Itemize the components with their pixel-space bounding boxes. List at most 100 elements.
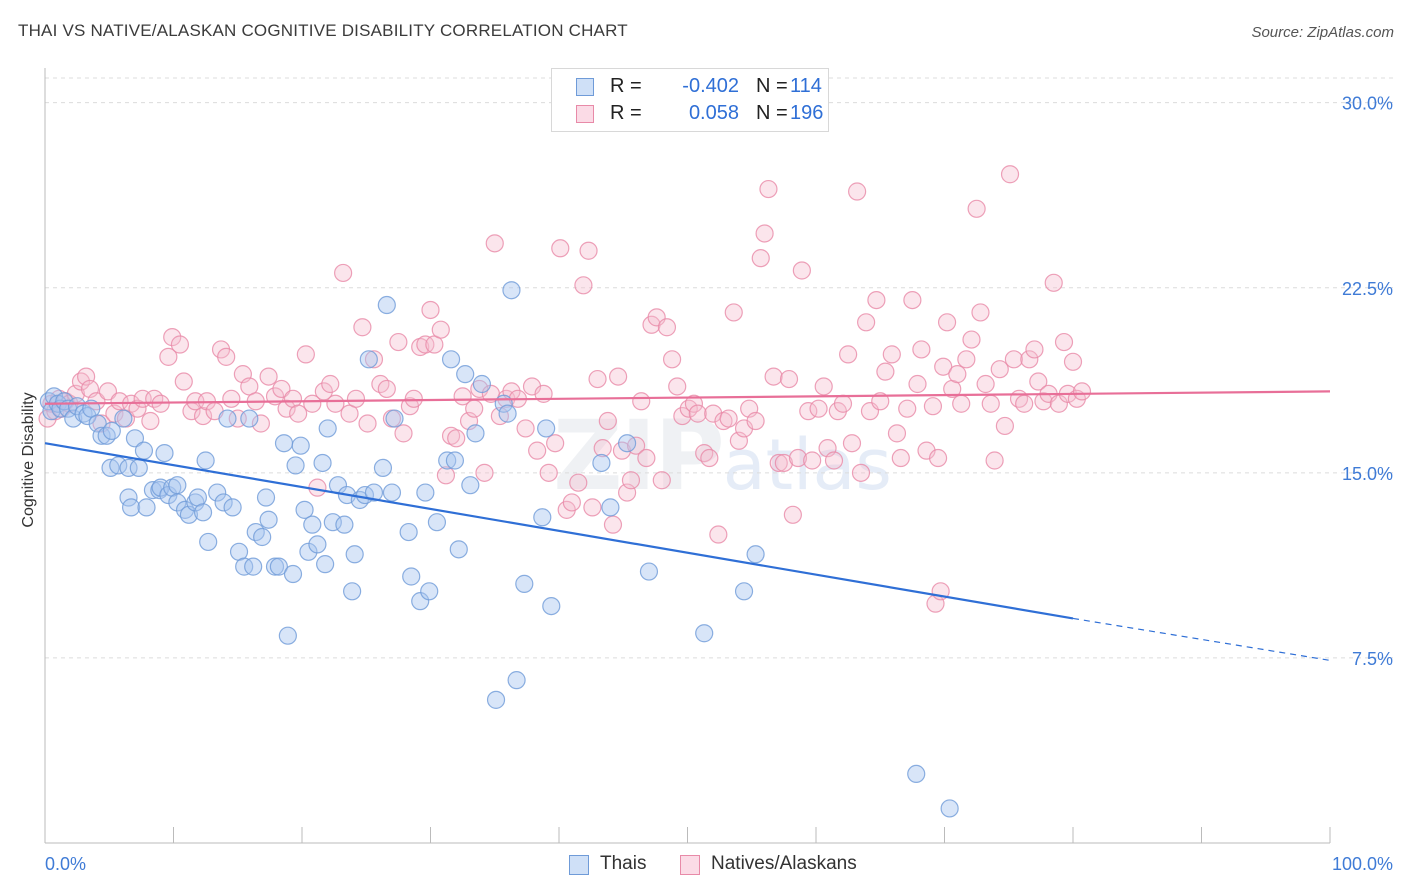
series-legend: Thais Natives/Alaskans [0,852,1406,878]
thais-point [223,498,242,517]
natives-point [326,394,345,413]
thais-point [466,424,485,443]
natives-point [569,473,588,492]
natives-point [679,399,698,418]
natives-point [934,357,953,376]
y-tick-label: 22.5% [1342,279,1393,299]
natives-point [876,362,895,381]
legend-swatch-thais [569,855,589,875]
thais-point [533,508,552,527]
natives-point [1072,382,1092,401]
natives-point [289,404,308,423]
thais-point [364,483,384,502]
thais-point [416,483,435,502]
thais-point [240,409,259,428]
thais-point [618,434,637,453]
thais-point [445,451,465,470]
legend-r-value: -0.402 [682,75,739,97]
natives-point [839,345,858,364]
thais-point [303,515,322,534]
natives-point [1015,394,1034,413]
thais-point [456,365,475,384]
natives-point [788,448,808,468]
natives-point [447,429,466,448]
natives-point [724,303,743,322]
natives-point [971,303,990,322]
natives-point [891,448,910,468]
thais-point [486,690,506,709]
natives-trend-line [44,390,1331,405]
thais-point [335,515,354,534]
natives-point [465,399,484,418]
thais-point [449,540,468,559]
natives-point [485,234,504,253]
natives-point [746,411,765,431]
natives-point [700,448,719,468]
thais-point [420,582,439,601]
thais-point [313,453,332,473]
natives-point [995,416,1014,436]
thais-point [308,535,327,554]
natives-point [431,320,450,339]
natives-point [990,360,1009,379]
thais-point [316,555,335,574]
thais-point [734,582,754,601]
thais-point [537,419,556,438]
natives-point [779,369,799,389]
series-natives-points [38,165,1092,613]
thais-point [274,434,294,453]
legend-n-value: 114 [790,75,822,97]
thais-point [295,500,314,519]
natives-point [314,382,333,401]
natives-point [814,377,833,396]
thais-point [155,443,174,463]
natives-point [764,367,783,386]
thais-trend-extension [1072,617,1331,661]
natives-point [833,394,853,413]
thais-point [746,545,765,564]
thais-point [323,513,342,532]
natives-point [159,347,178,366]
thais-point [193,503,213,522]
natives-point [346,389,366,408]
x-tick-label: 100.0% [1332,854,1393,874]
natives-point [898,399,917,418]
thais-point [318,419,337,438]
natives-point [551,239,570,258]
natives-point [851,463,871,482]
y-tick-label: 15.0% [1342,464,1393,484]
natives-point [985,451,1004,470]
natives-point [598,411,617,431]
y-tick-label: 7.5% [1352,649,1393,669]
natives-point [908,374,927,394]
natives-point [657,318,677,337]
thais-point [515,574,534,593]
natives-point [755,224,774,243]
natives-point [688,404,707,423]
thais-point [218,409,237,428]
thais-point [291,436,310,455]
thais-point [385,409,404,428]
thais-point [441,350,461,369]
natives-point [867,290,886,310]
thais-point [196,451,215,470]
natives-point [928,448,948,468]
natives-point [981,394,1000,413]
thais-point [278,626,297,645]
thais-point [244,557,263,576]
natives-point [574,276,593,295]
thais-point [114,409,133,428]
legend-r-label: R = [610,75,642,97]
natives-point [809,399,828,418]
thais-point [502,281,521,300]
natives-point [170,335,190,354]
thais-point [592,453,611,473]
natives-point [1044,273,1063,292]
natives-point [871,392,890,411]
natives-point [128,399,147,418]
natives-point [516,419,535,438]
thais-point [940,799,959,818]
chart-title: THAI VS NATIVE/ALASKAN COGNITIVE DISABIL… [18,21,628,40]
natives-point [668,377,687,396]
thais-point [125,429,145,448]
